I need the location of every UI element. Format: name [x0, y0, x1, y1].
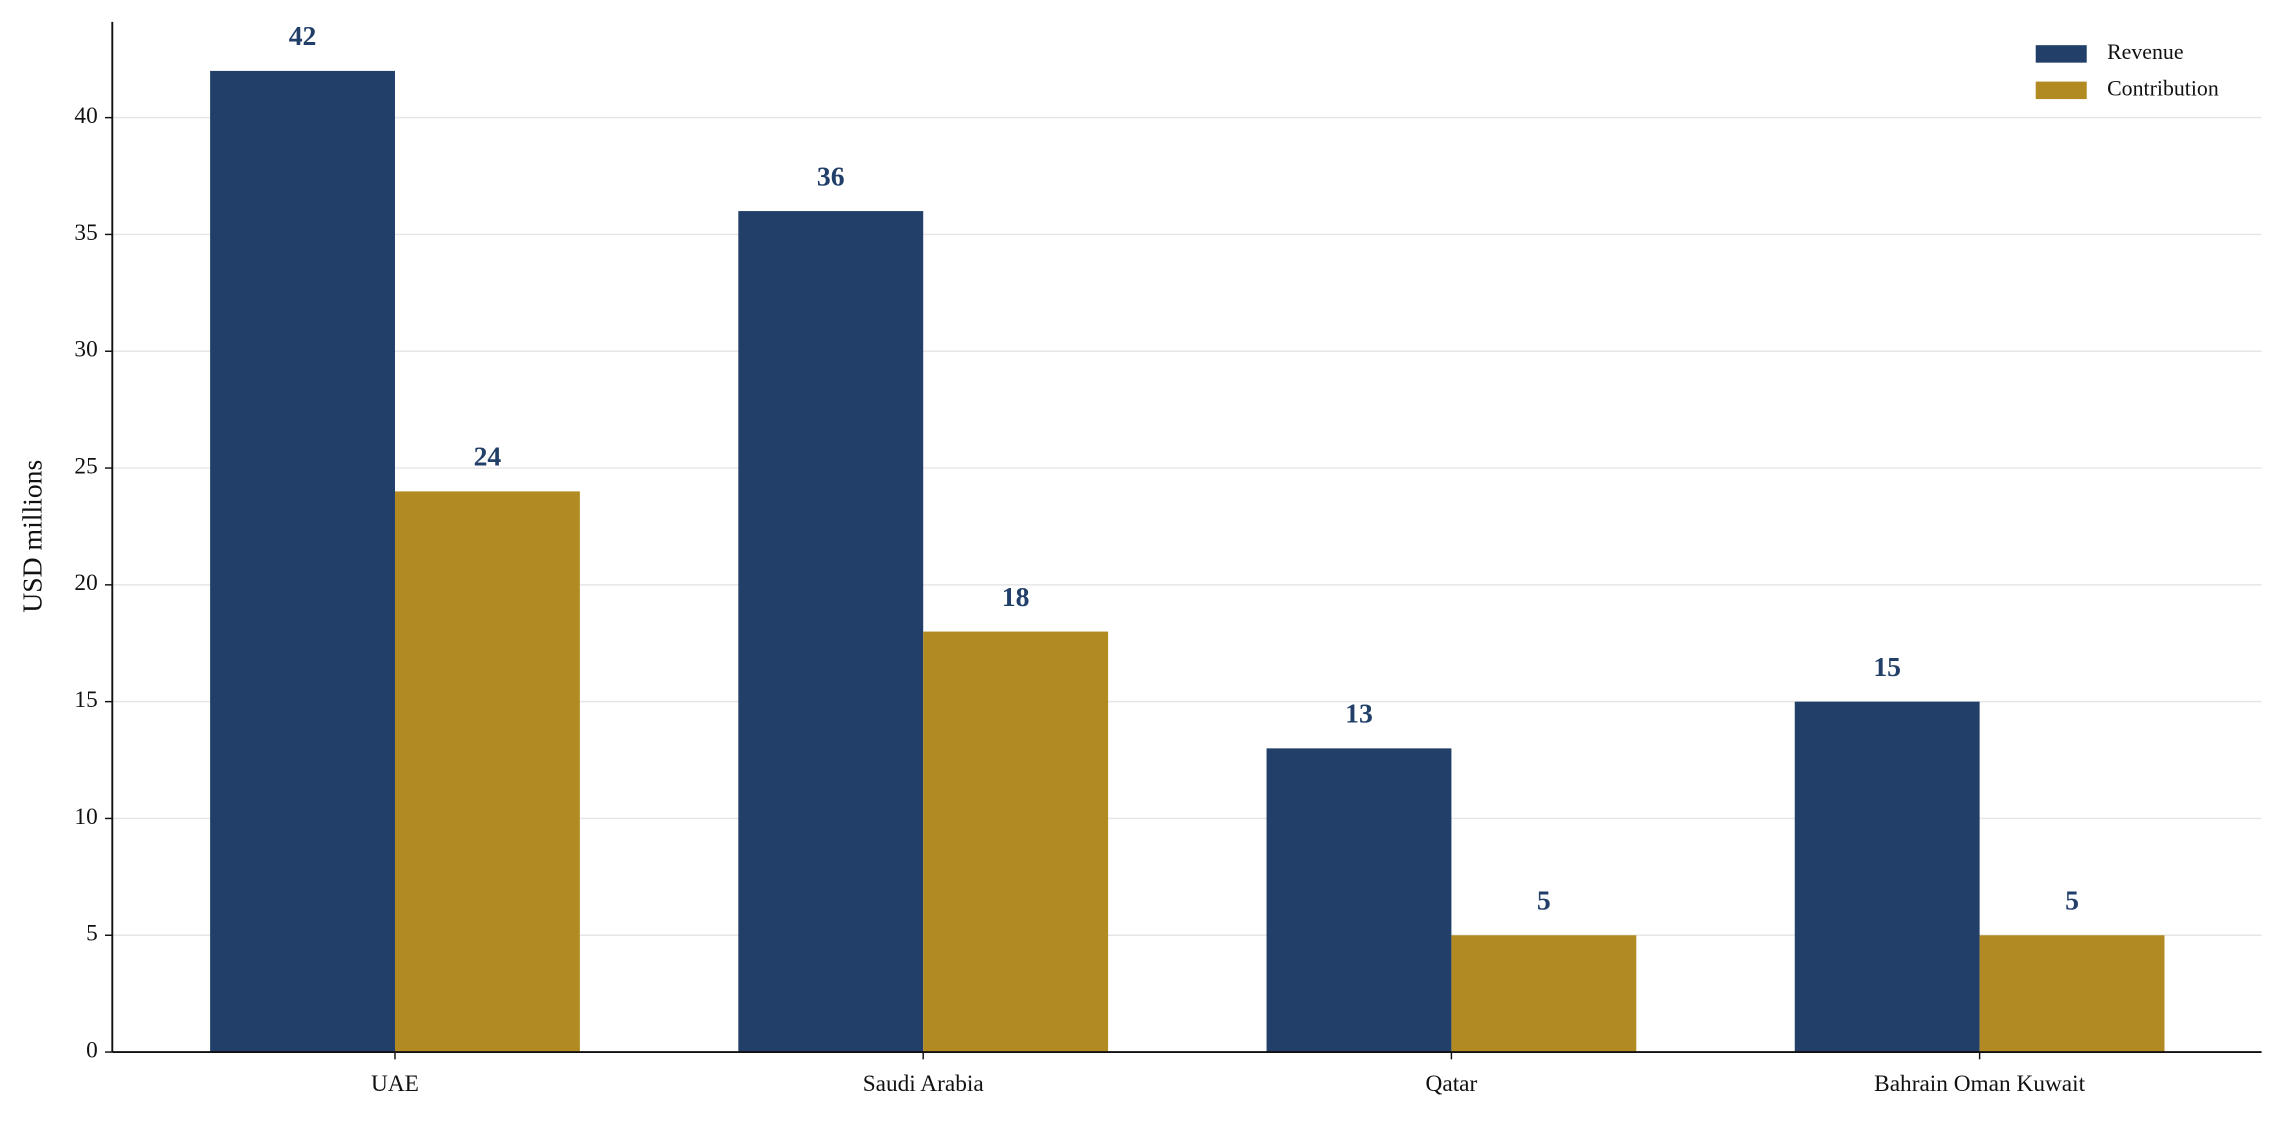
value-label: 18 [1002, 581, 1030, 612]
value-label: 36 [817, 160, 845, 191]
y-axis-label: USD millions [16, 460, 47, 613]
value-label: 42 [289, 20, 317, 51]
bar [394, 491, 580, 1053]
bar [1979, 935, 2165, 1053]
x-tick-label: UAE [371, 1071, 419, 1097]
y-tick-label: 25 [74, 453, 97, 479]
legend-label: Contribution [2107, 76, 2219, 100]
y-tick-label: 40 [74, 103, 97, 129]
bar [210, 70, 395, 1053]
y-tick-label: 5 [86, 921, 98, 947]
value-label: 5 [1537, 885, 1551, 916]
y-tick-label: 0 [86, 1037, 98, 1063]
y-tick-label: 15 [74, 687, 97, 713]
x-tick-label: Bahrain Oman Kuwait [1874, 1071, 2085, 1097]
legend-label: Revenue [2107, 40, 2183, 64]
legend-swatch [2035, 81, 2087, 100]
legend-swatch [2035, 45, 2087, 63]
x-tick-label: Qatar [1426, 1071, 1478, 1097]
bar [1451, 935, 1637, 1053]
y-tick-label: 20 [74, 570, 97, 596]
value-label: 5 [2065, 885, 2079, 916]
value-label: 15 [1873, 651, 1901, 682]
bar [1794, 701, 1980, 1053]
y-tick-label: 35 [74, 220, 97, 246]
bar [1266, 748, 1452, 1053]
x-tick-label: Saudi Arabia [863, 1071, 985, 1097]
value-label: 13 [1345, 698, 1373, 729]
y-tick-label: 10 [74, 804, 97, 830]
bar [923, 631, 1109, 1053]
bar [738, 211, 924, 1053]
value-label: 24 [474, 441, 502, 472]
y-tick-label: 30 [74, 337, 97, 363]
